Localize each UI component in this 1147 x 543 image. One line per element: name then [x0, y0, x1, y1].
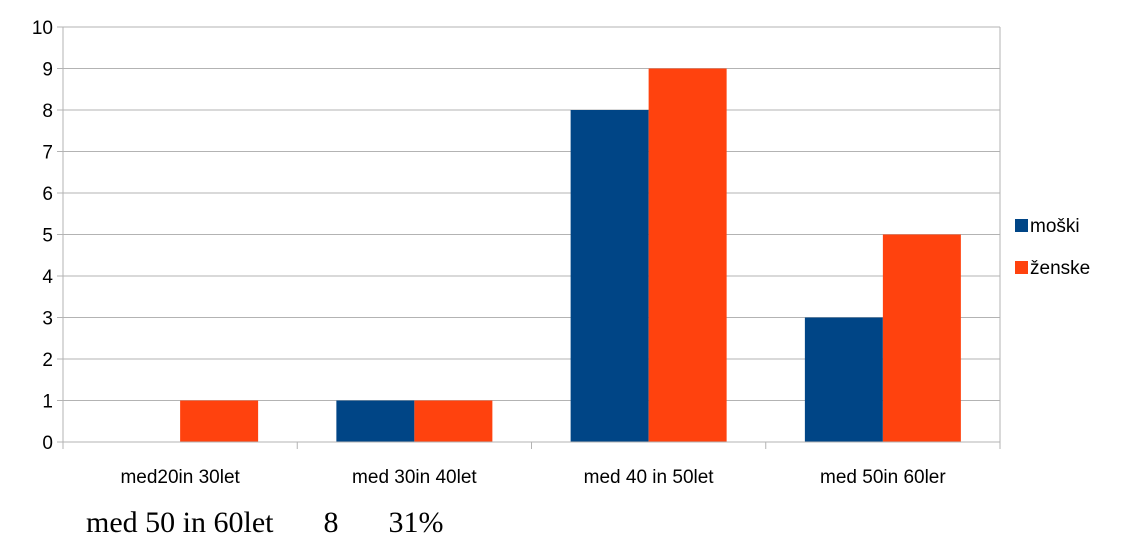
- bar-chart: 0 1 2 3 4 5 6 7 8 9 10 med20in 30let med 30in 40let…: [32, 18, 1090, 488]
- y-axis-ticks: 0 1 2 3 4 5 6 7 8 9 10: [32, 18, 63, 454]
- y-tick-label: 9: [42, 60, 53, 81]
- x-tick-label: med 30in 40let: [352, 467, 477, 488]
- legend-label: moški: [1030, 216, 1080, 237]
- y-tick-label: 1: [42, 392, 53, 413]
- bar: [336, 400, 415, 442]
- legend-swatch: [1015, 219, 1028, 232]
- legend: moški ženske: [1015, 216, 1090, 279]
- y-tick-label: 10: [32, 18, 53, 39]
- caption-percent: 31%: [388, 506, 444, 539]
- caption-count: 8: [323, 506, 339, 539]
- y-tick-label: 5: [42, 226, 53, 247]
- y-tick-label: 0: [42, 433, 53, 454]
- bar: [570, 110, 649, 442]
- x-tick-label: med 40 in 50let: [584, 467, 715, 488]
- bar: [804, 317, 883, 442]
- legend-swatch: [1015, 261, 1028, 274]
- bar: [180, 400, 259, 442]
- caption-label: med 50 in 60let: [86, 506, 274, 539]
- y-tick-label: 3: [42, 309, 53, 330]
- x-tick-label: med 50in 60ler: [820, 467, 946, 488]
- bar: [414, 400, 493, 442]
- y-tick-label: 7: [42, 143, 53, 164]
- y-tick-label: 6: [42, 184, 53, 205]
- bars: [180, 68, 961, 442]
- bar: [648, 68, 727, 442]
- axes: [62, 27, 1001, 443]
- caption-row: med 50 in 60let 8 31%: [86, 508, 443, 538]
- y-tick-label: 8: [42, 101, 53, 122]
- bar: [882, 234, 961, 442]
- y-tick-label: 2: [42, 350, 53, 371]
- x-axis-ticks: med20in 30let med 30in 40let med 40 in 50l…: [62, 442, 1001, 488]
- x-tick-label: med20in 30let: [120, 467, 240, 488]
- y-tick-label: 4: [42, 267, 53, 288]
- legend-label: ženske: [1030, 258, 1090, 279]
